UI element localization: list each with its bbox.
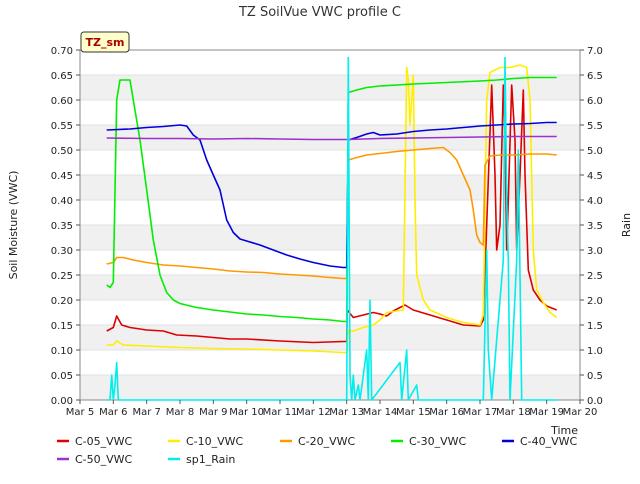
- grid-band: [80, 275, 580, 300]
- y2-tick-label: 1.0: [587, 346, 603, 357]
- y2-tick-label: 3.0: [587, 246, 603, 257]
- legend-label: C-05_VWC: [75, 435, 133, 448]
- x-tick-label: Mar 14: [363, 407, 398, 418]
- y2-tick-label: 0.0: [587, 396, 603, 407]
- y2-axis-label: Rain: [620, 213, 633, 237]
- series-line-c-05-vwc: [106, 84, 557, 344]
- y2-tick-label: 1.5: [587, 321, 603, 332]
- y2-tick-label: 2.5: [587, 271, 603, 282]
- x-axis-label: Time: [550, 424, 578, 437]
- grid-band: [80, 175, 580, 200]
- y2-tick-label: 0.5: [587, 371, 603, 382]
- y2-tick-label: 6.0: [587, 96, 603, 107]
- series-line-sp1-rain: [106, 56, 557, 401]
- series-line-c-20-vwc: [106, 146, 557, 280]
- legend-label: C-50_VWC: [75, 453, 133, 466]
- y2-tick-label: 4.0: [587, 196, 603, 207]
- legend-label: C-30_VWC: [409, 435, 467, 448]
- series-line-c-10-vwc: [106, 64, 558, 354]
- legend-item: C-05_VWC: [57, 435, 133, 448]
- y2-axis: 0.0 0.5 1.0 1.5 2.0 2.5 3.0 3.5 4.0 4.5 5.0 5.5 6.0 6…: [580, 46, 603, 407]
- y2-tick-label: 2.0: [587, 296, 603, 307]
- series-line-c-30-vwc: [106, 76, 557, 323]
- grid-band: [80, 75, 580, 100]
- y-tick-label: 0.00: [51, 396, 73, 407]
- x-tick-label: Mar 20: [563, 407, 598, 418]
- series-line-c-50-vwc: [106, 135, 557, 141]
- y-tick-label: 0.55: [51, 121, 73, 132]
- y2-tick-label: 4.5: [587, 171, 603, 182]
- x-tick-label: Mar 7: [132, 407, 160, 418]
- y-tick-label: 0.10: [51, 346, 73, 357]
- x-tick-label: Mar 18: [496, 407, 531, 418]
- x-tick-label: Mar 16: [429, 407, 464, 418]
- legend-item: C-40_VWC: [502, 435, 578, 448]
- legend-item: C-20_VWC: [280, 435, 356, 448]
- grid-band: [80, 375, 580, 400]
- legend-item: C-10_VWC: [168, 435, 244, 448]
- legend-label: C-20_VWC: [298, 435, 356, 448]
- x-tick-label: Mar 6: [99, 407, 127, 418]
- legend-item: C-30_VWC: [391, 435, 467, 448]
- y-tick-label: 0.50: [51, 146, 73, 157]
- y-axis-label: Soil Moisture (VWC): [7, 171, 20, 280]
- legend-label: C-40_VWC: [520, 435, 578, 448]
- y-tick-label: 0.05: [51, 371, 73, 382]
- y-tick-label: 0.60: [51, 96, 73, 107]
- x-tick-label: Mar 12: [296, 407, 331, 418]
- y2-tick-label: 5.5: [587, 121, 603, 132]
- y2-tick-label: 7.0: [587, 46, 603, 57]
- x-tick-label: Mar 19: [529, 407, 564, 418]
- y-tick-label: 0.65: [51, 71, 73, 82]
- y-tick-label: 0.30: [51, 246, 73, 257]
- legend: C-05_VWC C-10_VWC C-20_VWC C-30_VWC C-40_VWC…: [57, 435, 578, 466]
- legend-item: sp1_Rain: [168, 453, 235, 466]
- x-tick-label: Mar 10: [229, 407, 264, 418]
- y-tick-label: 0.40: [51, 196, 73, 207]
- y-tick-label: 0.15: [51, 321, 73, 332]
- legend-label: sp1_Rain: [186, 453, 235, 466]
- y2-tick-label: 3.5: [587, 221, 603, 232]
- y-axis: 0.00 0.05 0.10 0.15 0.20 0.25 0.30 0.35 0.40 0.45…: [51, 46, 80, 407]
- y-tick-label: 0.20: [51, 296, 73, 307]
- x-tick-label: Mar 9: [199, 407, 227, 418]
- y-tick-label: 0.70: [51, 46, 73, 57]
- legend-item: C-50_VWC: [57, 453, 133, 466]
- x-tick-label: Mar 11: [263, 407, 298, 418]
- x-tick-label: Mar 15: [396, 407, 431, 418]
- site-badge-box: [80, 31, 130, 53]
- y-tick-label: 0.35: [51, 221, 73, 232]
- site-badge: TZ_sm: [80, 31, 130, 53]
- y-tick-label: 0.25: [51, 271, 73, 282]
- y2-tick-label: 6.5: [587, 71, 603, 82]
- site-badge-label: TZ_sm: [86, 36, 125, 49]
- series-line-c-40-vwc: [106, 121, 557, 269]
- x-tick-label: Mar 17: [463, 407, 498, 418]
- y-tick-label: 0.45: [51, 171, 73, 182]
- x-tick-label: Mar 13: [329, 407, 364, 418]
- y2-tick-label: 5.0: [587, 146, 603, 157]
- series-lines: [106, 56, 558, 401]
- legend-label: C-10_VWC: [186, 435, 244, 448]
- x-tick-label: Mar 5: [66, 407, 94, 418]
- x-tick-label: Mar 8: [166, 407, 194, 418]
- chart-title: TZ SoilVue VWC profile C: [238, 5, 401, 20]
